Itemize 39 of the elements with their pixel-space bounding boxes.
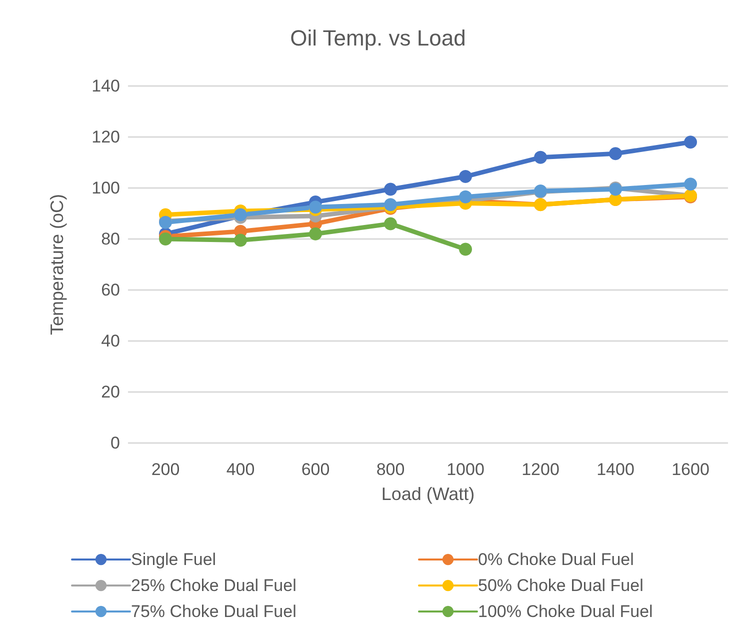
legend-label: 50% Choke Dual Fuel — [478, 576, 644, 595]
y-tick-label: 100 — [92, 178, 120, 198]
y-tick-label: 60 — [101, 280, 120, 300]
point — [459, 170, 472, 184]
x-tick-label: 200 — [151, 460, 180, 479]
x-tick-label: 1400 — [596, 460, 634, 479]
x-tick-label: 600 — [301, 460, 330, 479]
point — [384, 198, 397, 212]
point — [384, 217, 397, 230]
y-tick-label: 20 — [101, 382, 120, 402]
y-tick-label: 40 — [101, 332, 120, 350]
point — [309, 227, 322, 240]
legend-label: 75% Choke Dual Fuel — [131, 602, 296, 621]
point — [684, 178, 697, 191]
point — [684, 136, 697, 149]
x-tick-label: 1200 — [522, 460, 560, 479]
y-tick-label: 80 — [101, 230, 120, 248]
point — [159, 232, 172, 246]
legend-label: Single Fuel — [131, 550, 216, 569]
point — [459, 242, 472, 256]
x-tick-label: 800 — [376, 460, 405, 479]
point — [234, 234, 247, 247]
y-tick-label: 0 — [110, 434, 120, 452]
y-tick-label: 140 — [92, 76, 120, 96]
x-tick-label: 400 — [226, 460, 255, 479]
point — [459, 190, 472, 204]
legend-label: 100% Choke Dual Fuel — [478, 602, 653, 621]
legend-label: 25% Choke Dual Fuel — [131, 576, 296, 595]
point — [384, 182, 397, 196]
y-tick-label: 120 — [92, 128, 120, 146]
point — [534, 150, 547, 164]
x-axis-title: Load (Watt) — [381, 484, 475, 504]
x-tick-label: 1600 — [672, 460, 710, 479]
x-tick-label: 1000 — [446, 460, 484, 479]
point — [609, 147, 622, 160]
legend-label: 0% Choke Dual Fuel — [478, 550, 634, 569]
y-axis-title: Temperature (oC) — [47, 194, 67, 336]
point — [309, 200, 322, 214]
chart-title: Oil Temp. vs Load — [290, 26, 466, 50]
